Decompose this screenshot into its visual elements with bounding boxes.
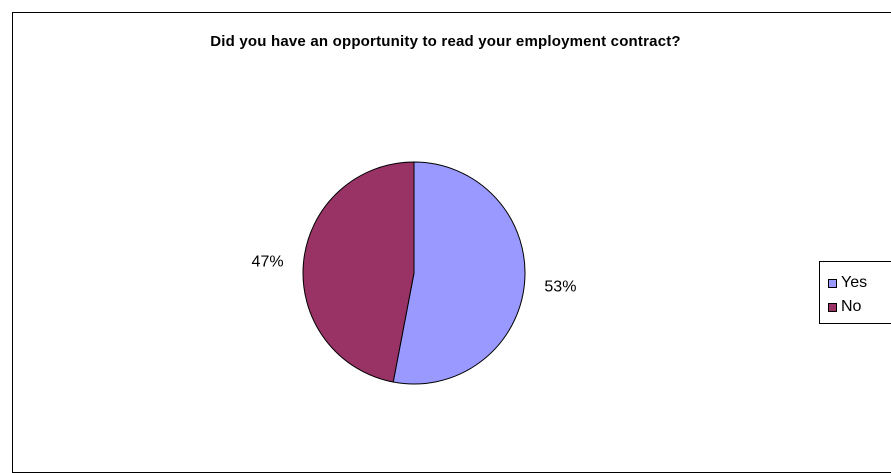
data-label-yes: 53% (544, 278, 576, 295)
legend-label-no: No (841, 298, 862, 315)
chart-title: Did you have an opportunity to read your… (210, 33, 681, 50)
data-label-no: 47% (252, 254, 284, 271)
pie-slice-yes (392, 161, 526, 385)
legend: Yes No (819, 261, 891, 324)
legend-swatch-yes (828, 278, 837, 288)
legend-label-yes: Yes (841, 274, 868, 291)
pie-slice-no (302, 161, 415, 383)
legend-item-yes: Yes (828, 274, 867, 292)
legend-swatch-no (828, 302, 837, 312)
legend-item-no: No (828, 298, 861, 316)
